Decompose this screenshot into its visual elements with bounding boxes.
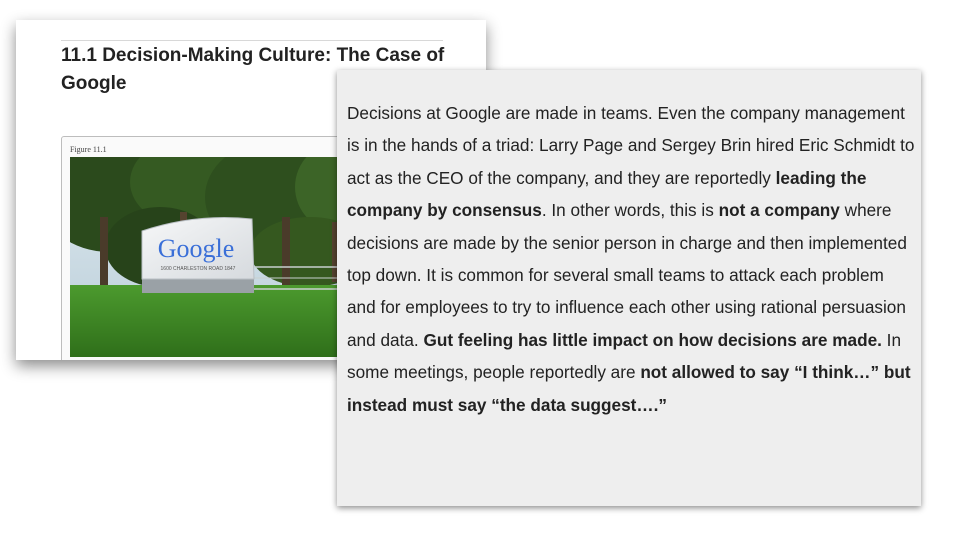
figure-box: Figure 11.1: [61, 136, 486, 360]
quote-bold-segment: Gut feeling has little impact on how dec…: [423, 329, 882, 350]
photo-sign-board: [141, 217, 255, 280]
sign-logo-text: Google: [158, 234, 235, 263]
quote-segment: . In other words, this is: [541, 200, 719, 221]
quote-card: Decisions at Google are made in teams. E…: [337, 70, 921, 506]
google-sign-photo: Google 1600 CHARLESTON ROAD 1847: [70, 157, 360, 357]
figure-label: Figure 11.1: [70, 145, 107, 154]
quote-segment: where decisions are made by the senior p…: [347, 200, 907, 350]
title-rule: [61, 40, 443, 41]
quote-segment: Decisions at Google are made in teams. E…: [347, 103, 915, 188]
photo-grass: [70, 285, 360, 357]
sign-address-text: 1600 CHARLESTON ROAD 1847: [161, 266, 236, 272]
quote-segment: In some meetings, people reportedly are: [347, 329, 902, 383]
section-title: 11.1 Decision-Making Culture: The Case o…: [61, 45, 445, 94]
photo-sign-base: [142, 277, 254, 293]
quote-bold-segment: not allowed to say “I think…” but instea…: [347, 362, 911, 415]
quote-text: Decisions at Google are made in teams. E…: [347, 97, 915, 421]
quote-bold-segment: not a company: [718, 200, 840, 221]
quote-bold-segment: leading the company by consensus: [347, 167, 867, 221]
